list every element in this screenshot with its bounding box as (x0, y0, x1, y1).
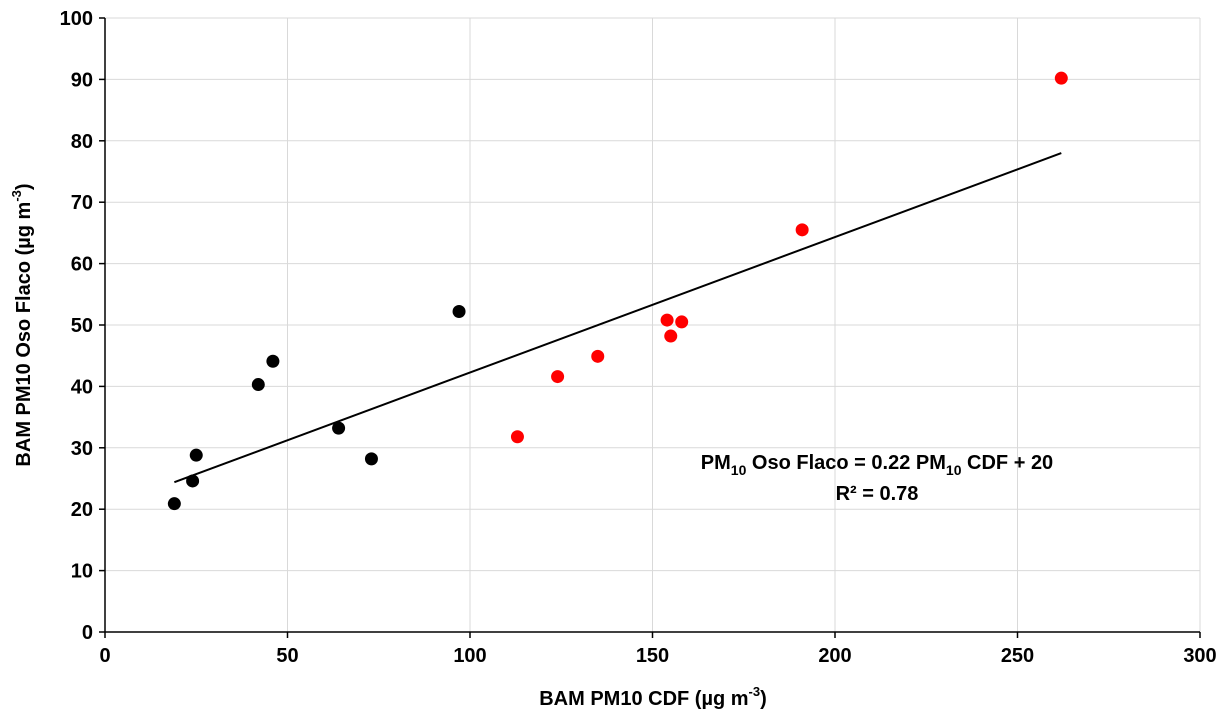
gridlines (105, 17, 1201, 632)
y-tick-label: 70 (71, 192, 93, 214)
data-point-red (1054, 71, 1068, 85)
x-tick-labels: 0 50 100 150 200 250 300 (99, 632, 1217, 667)
y-axis-title: BAM PM10 Oso Flaco (µg m-3) (9, 183, 35, 466)
y-tick-label: 40 (71, 376, 93, 398)
data-point-black (189, 448, 203, 462)
data-point-red (660, 313, 674, 327)
regression-equation: PM10 Oso Flaco = 0.22 PM10 CDF + 20 (701, 452, 1053, 478)
x-tick-label: 50 (276, 645, 298, 667)
y-tick-label: 80 (71, 131, 93, 153)
data-point-black (452, 304, 466, 318)
data-point-black (332, 421, 346, 435)
data-point-red (591, 349, 605, 363)
data-point-black (167, 497, 181, 511)
data-point-red (664, 329, 678, 343)
data-point-red (675, 315, 689, 329)
r-squared-label: R² = 0.78 (836, 483, 919, 505)
x-tick-label: 250 (1001, 645, 1034, 667)
trendline (174, 152, 1062, 484)
x-tick-label: 100 (453, 645, 486, 667)
y-tick-label: 100 (60, 8, 93, 30)
data-point-black (251, 378, 265, 392)
y-tick-label: 50 (71, 315, 93, 337)
y-tick-label: 60 (71, 254, 93, 276)
data-point-black (266, 354, 280, 368)
data-point-red (551, 370, 565, 384)
x-axis-title: BAM PM10 CDF (µg m-3) (539, 684, 767, 710)
y-tick-label: 0 (82, 622, 93, 644)
data-point-red (510, 430, 524, 444)
y-tick-label: 90 (71, 69, 93, 91)
x-tick-label: 0 (99, 645, 110, 667)
data-point-black (364, 452, 378, 466)
y-tick-label: 20 (71, 499, 93, 521)
x-tick-label: 150 (636, 645, 669, 667)
x-tick-label: 200 (818, 645, 851, 667)
data-points (167, 71, 1068, 511)
data-point-black (186, 474, 200, 488)
x-tick-label: 300 (1183, 645, 1216, 667)
y-tick-label: 30 (71, 438, 93, 460)
data-point-red (795, 223, 809, 237)
y-tick-labels: 0 10 20 30 40 50 60 70 80 90 100 (60, 8, 105, 644)
y-tick-label: 10 (71, 561, 93, 583)
